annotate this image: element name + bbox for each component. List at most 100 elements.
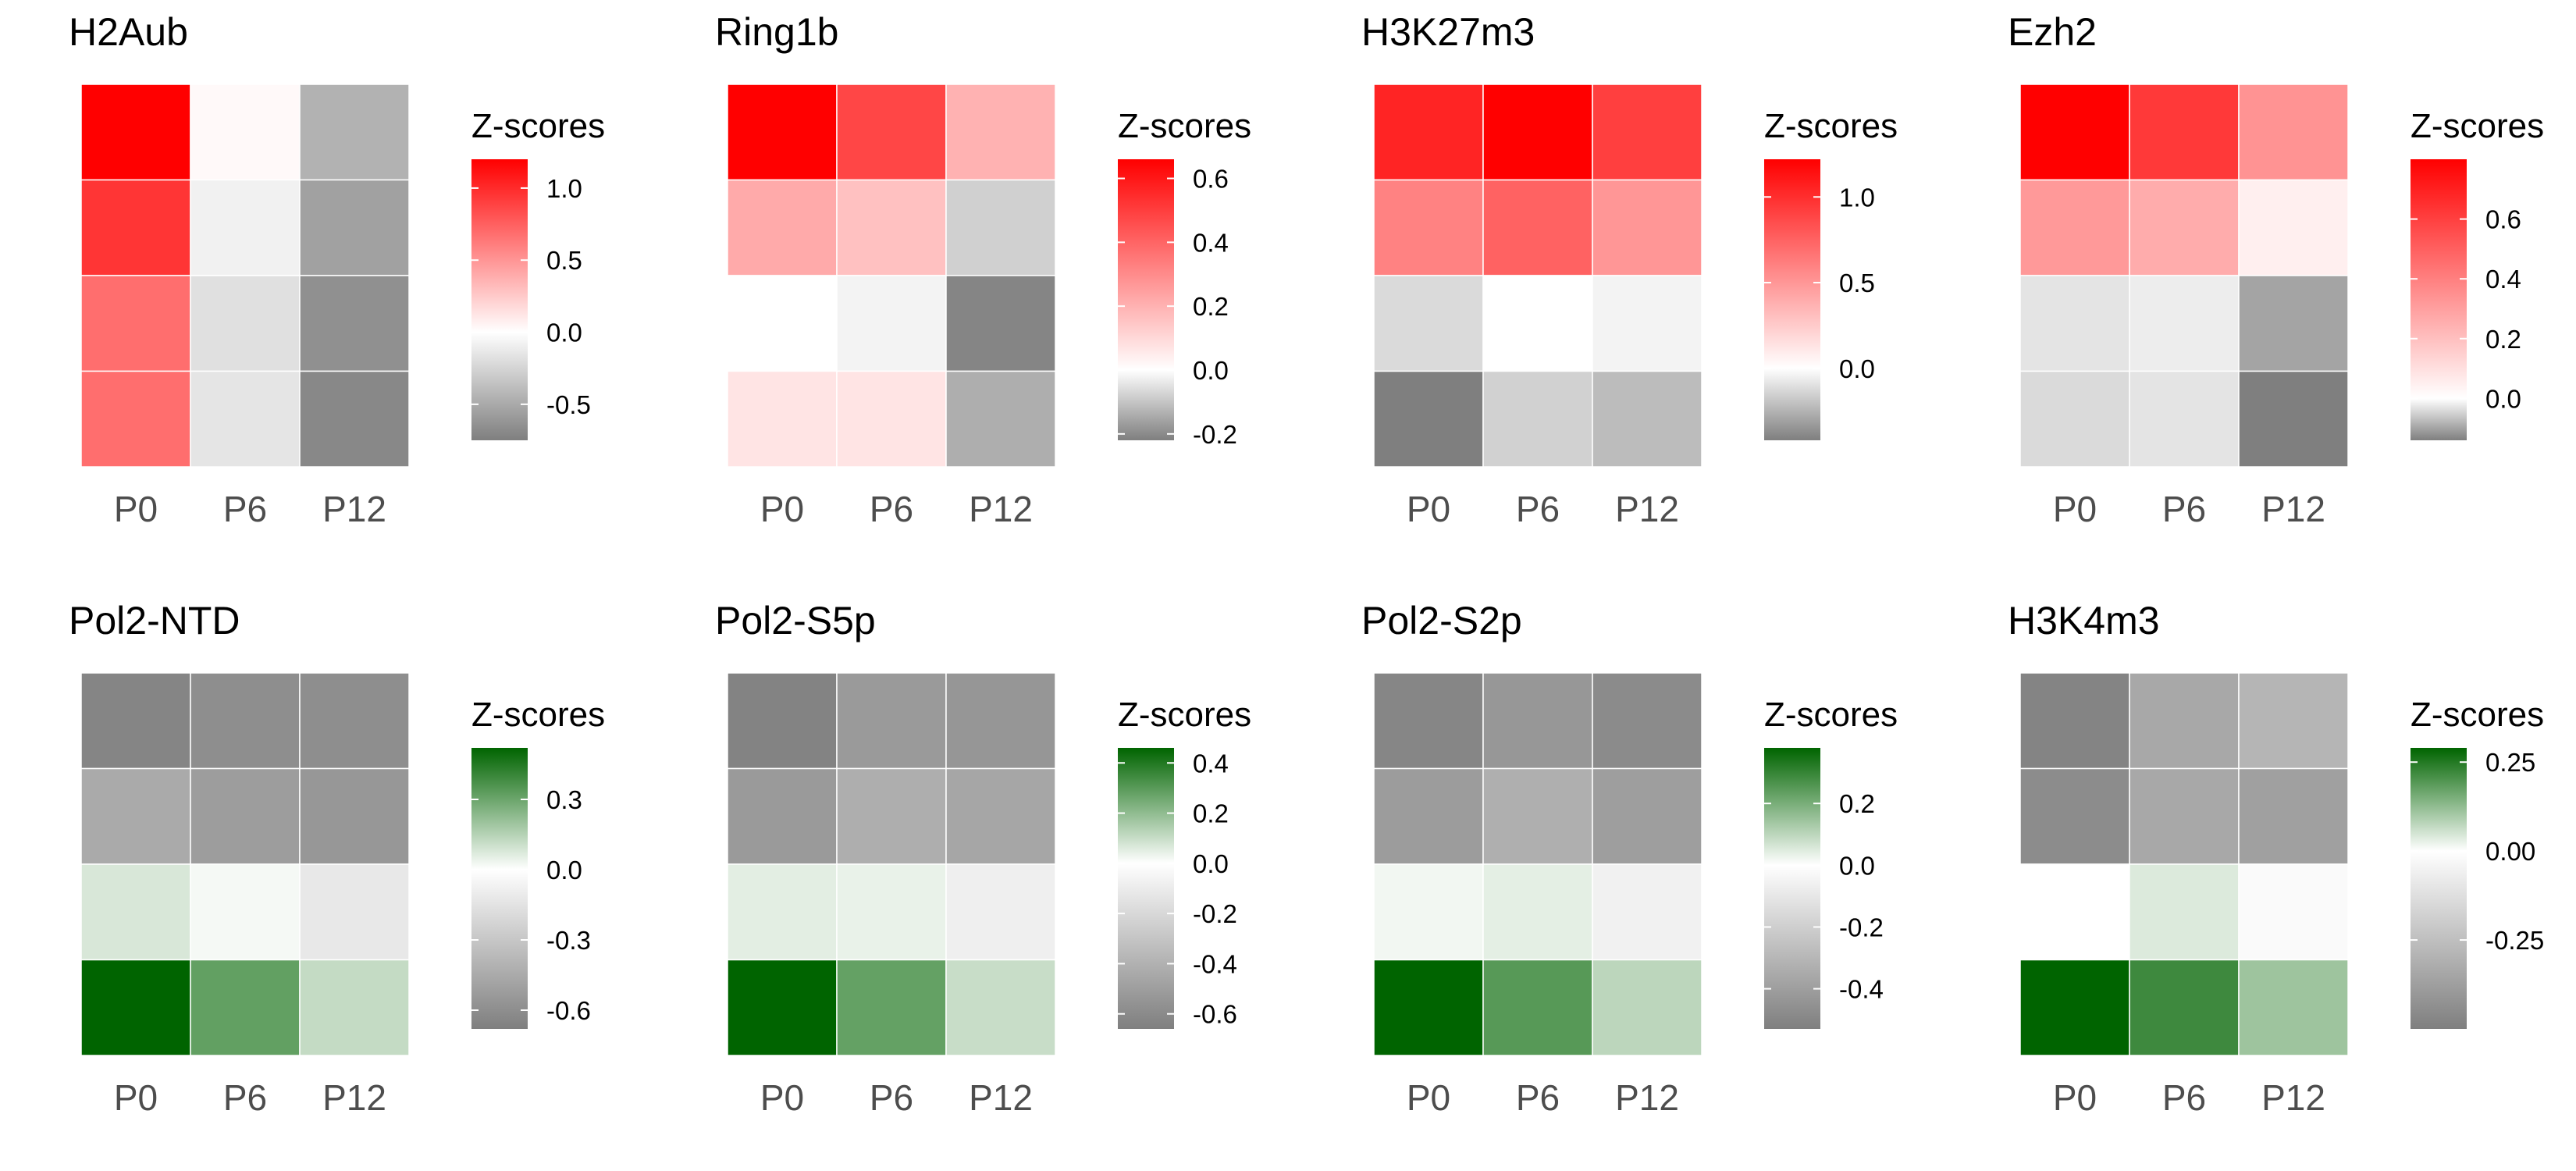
panel-title: Ezh2 — [2008, 10, 2097, 54]
legend-tick-label: -0.6 — [546, 996, 591, 1025]
legend-tick-label: -0.25 — [2485, 926, 2544, 955]
heatmap-cell — [190, 370, 301, 468]
heatmap-panel-4: Pol2-NTD P0 P6 P12 Z-scores 0.3 0.0 -0.3 -0.6 — [69, 599, 605, 1118]
legend-tick-label: -0.3 — [546, 926, 591, 955]
legend-title: Z-scores — [471, 696, 605, 734]
heatmap-cell — [2129, 84, 2240, 181]
heatmap-cell — [2129, 767, 2240, 865]
heatmap-cell — [1592, 959, 1703, 1056]
legend-tick-label: 0.2 — [1193, 292, 1229, 321]
x-tick-label: P12 — [322, 1077, 386, 1118]
legend-tick-label: 1.0 — [546, 174, 582, 203]
heatmap-cell — [2238, 179, 2349, 276]
heatmap-cell — [190, 863, 301, 961]
panel-title: Pol2-S2p — [1361, 599, 1522, 642]
legend-tick-label: 0.0 — [1839, 354, 1875, 383]
heatmap-cell — [299, 767, 410, 865]
legend-tick-label: 0.0 — [1193, 849, 1229, 878]
legend-colorbar — [1764, 748, 1820, 1029]
heatmap-cell — [727, 959, 838, 1056]
heatmap-panel-5: Pol2-S5p P0 P6 P12 Z-scores 0.4 0.2 0.0 -0.2 -0.4… — [715, 599, 1251, 1118]
panel-title: Pol2-S5p — [715, 599, 876, 642]
legend-tick-label: 0.5 — [546, 246, 582, 275]
x-tick-label: P12 — [1615, 1077, 1679, 1118]
heatmap-cell — [2129, 370, 2240, 468]
heatmap-cell — [2019, 84, 2130, 181]
heatmap-cell — [299, 863, 410, 961]
heatmap-cell — [2019, 767, 2130, 865]
legend-colorbar — [471, 748, 528, 1029]
panel-title: H3K27m3 — [1361, 10, 1535, 54]
heatmap-panel-3: Ezh2 P0 P6 P12 Z-scores 0.6 0.4 0.2 0.0 — [2008, 10, 2544, 529]
legend-tick-label: 0.0 — [1193, 356, 1229, 385]
x-tick-label: P0 — [760, 1077, 804, 1118]
x-tick-label: P0 — [1407, 1077, 1450, 1118]
heatmap-cell — [299, 370, 410, 468]
heatmap-cell — [1592, 863, 1703, 961]
heatmap-cell — [1482, 672, 1593, 770]
heatmap-panel-1: Ring1b P0 P6 P12 Z-scores 0.6 0.4 0.2 0.0 -0.2 — [715, 10, 1251, 529]
legend-colorbar — [2411, 748, 2467, 1029]
legend-tick-label: -0.6 — [1193, 1000, 1237, 1029]
heatmap-cell — [2238, 370, 2349, 468]
legend-title: Z-scores — [1118, 107, 1251, 145]
heatmap-cell — [80, 959, 191, 1056]
heatmap-cell — [836, 84, 947, 181]
legend-tick-label: 0.0 — [546, 856, 582, 884]
heatmap-cell — [727, 84, 838, 181]
panel-title: H3K4m3 — [2008, 599, 2160, 642]
x-tick-label: P6 — [2162, 1077, 2206, 1118]
heatmap-cell — [727, 672, 838, 770]
heatmap-cell — [2238, 84, 2349, 181]
legend-tick-label: 1.0 — [1839, 183, 1875, 212]
x-tick-label: P0 — [2053, 489, 2097, 529]
legend-colorbar — [1118, 748, 1174, 1029]
heatmap-cell — [1482, 959, 1593, 1056]
heatmap-cell — [945, 959, 1056, 1056]
legend-tick-label: -0.2 — [1193, 420, 1237, 449]
heatmap-cell — [190, 672, 301, 770]
heatmap-cell — [2019, 863, 2130, 961]
heatmap-cell — [1482, 179, 1593, 276]
legend-colorbar — [471, 159, 528, 440]
heatmap-cell — [1482, 863, 1593, 961]
legend-tick-label: 0.00 — [2485, 837, 2535, 866]
panel-title: H2Aub — [69, 10, 188, 54]
panel-title: Ring1b — [715, 10, 838, 54]
heatmap-cell — [1592, 767, 1703, 865]
heatmap-cell — [2129, 863, 2240, 961]
legend-title: Z-scores — [1118, 696, 1251, 734]
legend-tick-label: -0.2 — [1193, 899, 1237, 928]
heatmap-panel-0: H2Aub P0 P6 P12 Z-scores 1.0 0.5 0.0 -0.5 — [69, 10, 605, 529]
x-tick-label: P12 — [969, 489, 1033, 529]
heatmap-cell — [190, 959, 301, 1056]
legend-tick-label: 0.2 — [1839, 789, 1875, 818]
legend-colorbar — [2411, 159, 2467, 440]
heatmap-cell — [2019, 179, 2130, 276]
heatmap-cell — [80, 767, 191, 865]
heatmap-cell — [836, 863, 947, 961]
heatmap-cell — [1482, 84, 1593, 181]
heatmap-cell — [190, 84, 301, 181]
heatmap-cell — [1592, 179, 1703, 276]
heatmap-cell — [945, 672, 1056, 770]
heatmap-cell — [2019, 370, 2130, 468]
heatmap-cell — [1373, 275, 1484, 372]
legend-colorbar — [1118, 159, 1174, 440]
legend-tick-label: 0.4 — [1193, 228, 1229, 257]
legend-tick-label: 0.0 — [1839, 851, 1875, 880]
heatmap-cell — [1592, 84, 1703, 181]
heatmap-cell — [2019, 275, 2130, 372]
x-tick-label: P12 — [322, 489, 386, 529]
heatmap-cell — [945, 767, 1056, 865]
x-tick-label: P6 — [1516, 1077, 1560, 1118]
heatmap-cell — [727, 275, 838, 372]
heatmap-cell — [299, 179, 410, 276]
legend-tick-label: 0.0 — [2485, 384, 2521, 413]
heatmap-cell — [945, 863, 1056, 961]
heatmap-cell — [190, 179, 301, 276]
heatmap-cell — [836, 275, 947, 372]
heatmap-cell — [299, 672, 410, 770]
heatmap-cell — [727, 767, 838, 865]
